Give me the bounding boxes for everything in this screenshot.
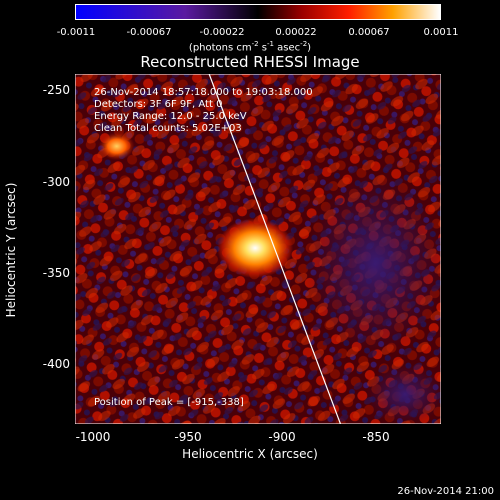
colorbar-unit: (photons cm-2 s-1 asec-2) [188, 40, 312, 54]
y-tick-label: -300 [42, 175, 70, 189]
colorbar-tick: 0.00022 [275, 27, 317, 38]
colorbar-tick: -0.0011 [56, 27, 96, 38]
negative-region [305, 174, 441, 354]
y-axis-label: Heliocentric Y (arcsec) [4, 182, 18, 318]
detectors-text: Detectors: 3F 6F 9F, Att 0 [94, 99, 223, 110]
x-tick-label: -950 [174, 430, 202, 444]
y-tick-label: -350 [42, 266, 70, 280]
x-tick-label: -850 [362, 430, 390, 444]
plot-title: Reconstructed RHESSI Image [140, 53, 360, 71]
secondary-source [98, 132, 135, 161]
colorbar-tick: 0.0011 [423, 27, 459, 38]
y-tick-label: -250 [42, 83, 70, 97]
counts-text: Clean Total counts: 5.02E+03 [94, 123, 242, 134]
peak-position-text: Position of Peak = [-915,-338] [94, 397, 244, 408]
energy-range-text: Energy Range: 12.0 - 25.0 keV [94, 111, 247, 122]
x-axis-label: Heliocentric X (arcsec) [182, 447, 318, 461]
x-tick-label: -900 [268, 430, 296, 444]
y-tick-label: -400 [42, 357, 70, 371]
colorbar-tick: -0.00022 [199, 27, 245, 38]
footer-timestamp: 26-Nov-2014 21:00 [397, 486, 494, 497]
colorbar-tick: 0.00067 [348, 27, 390, 38]
x-tick-label: -1000 [75, 430, 111, 444]
rhessi-image [75, 74, 441, 424]
colorbar-gradient [75, 4, 441, 20]
peak-source [217, 218, 294, 279]
time-range-text: 26-Nov-2014 18:57:18.000 to 19:03:18.000 [94, 87, 313, 98]
colorbar-tick: -0.00067 [126, 27, 172, 38]
negative-region [365, 364, 441, 424]
solar-limb-line [208, 74, 342, 424]
